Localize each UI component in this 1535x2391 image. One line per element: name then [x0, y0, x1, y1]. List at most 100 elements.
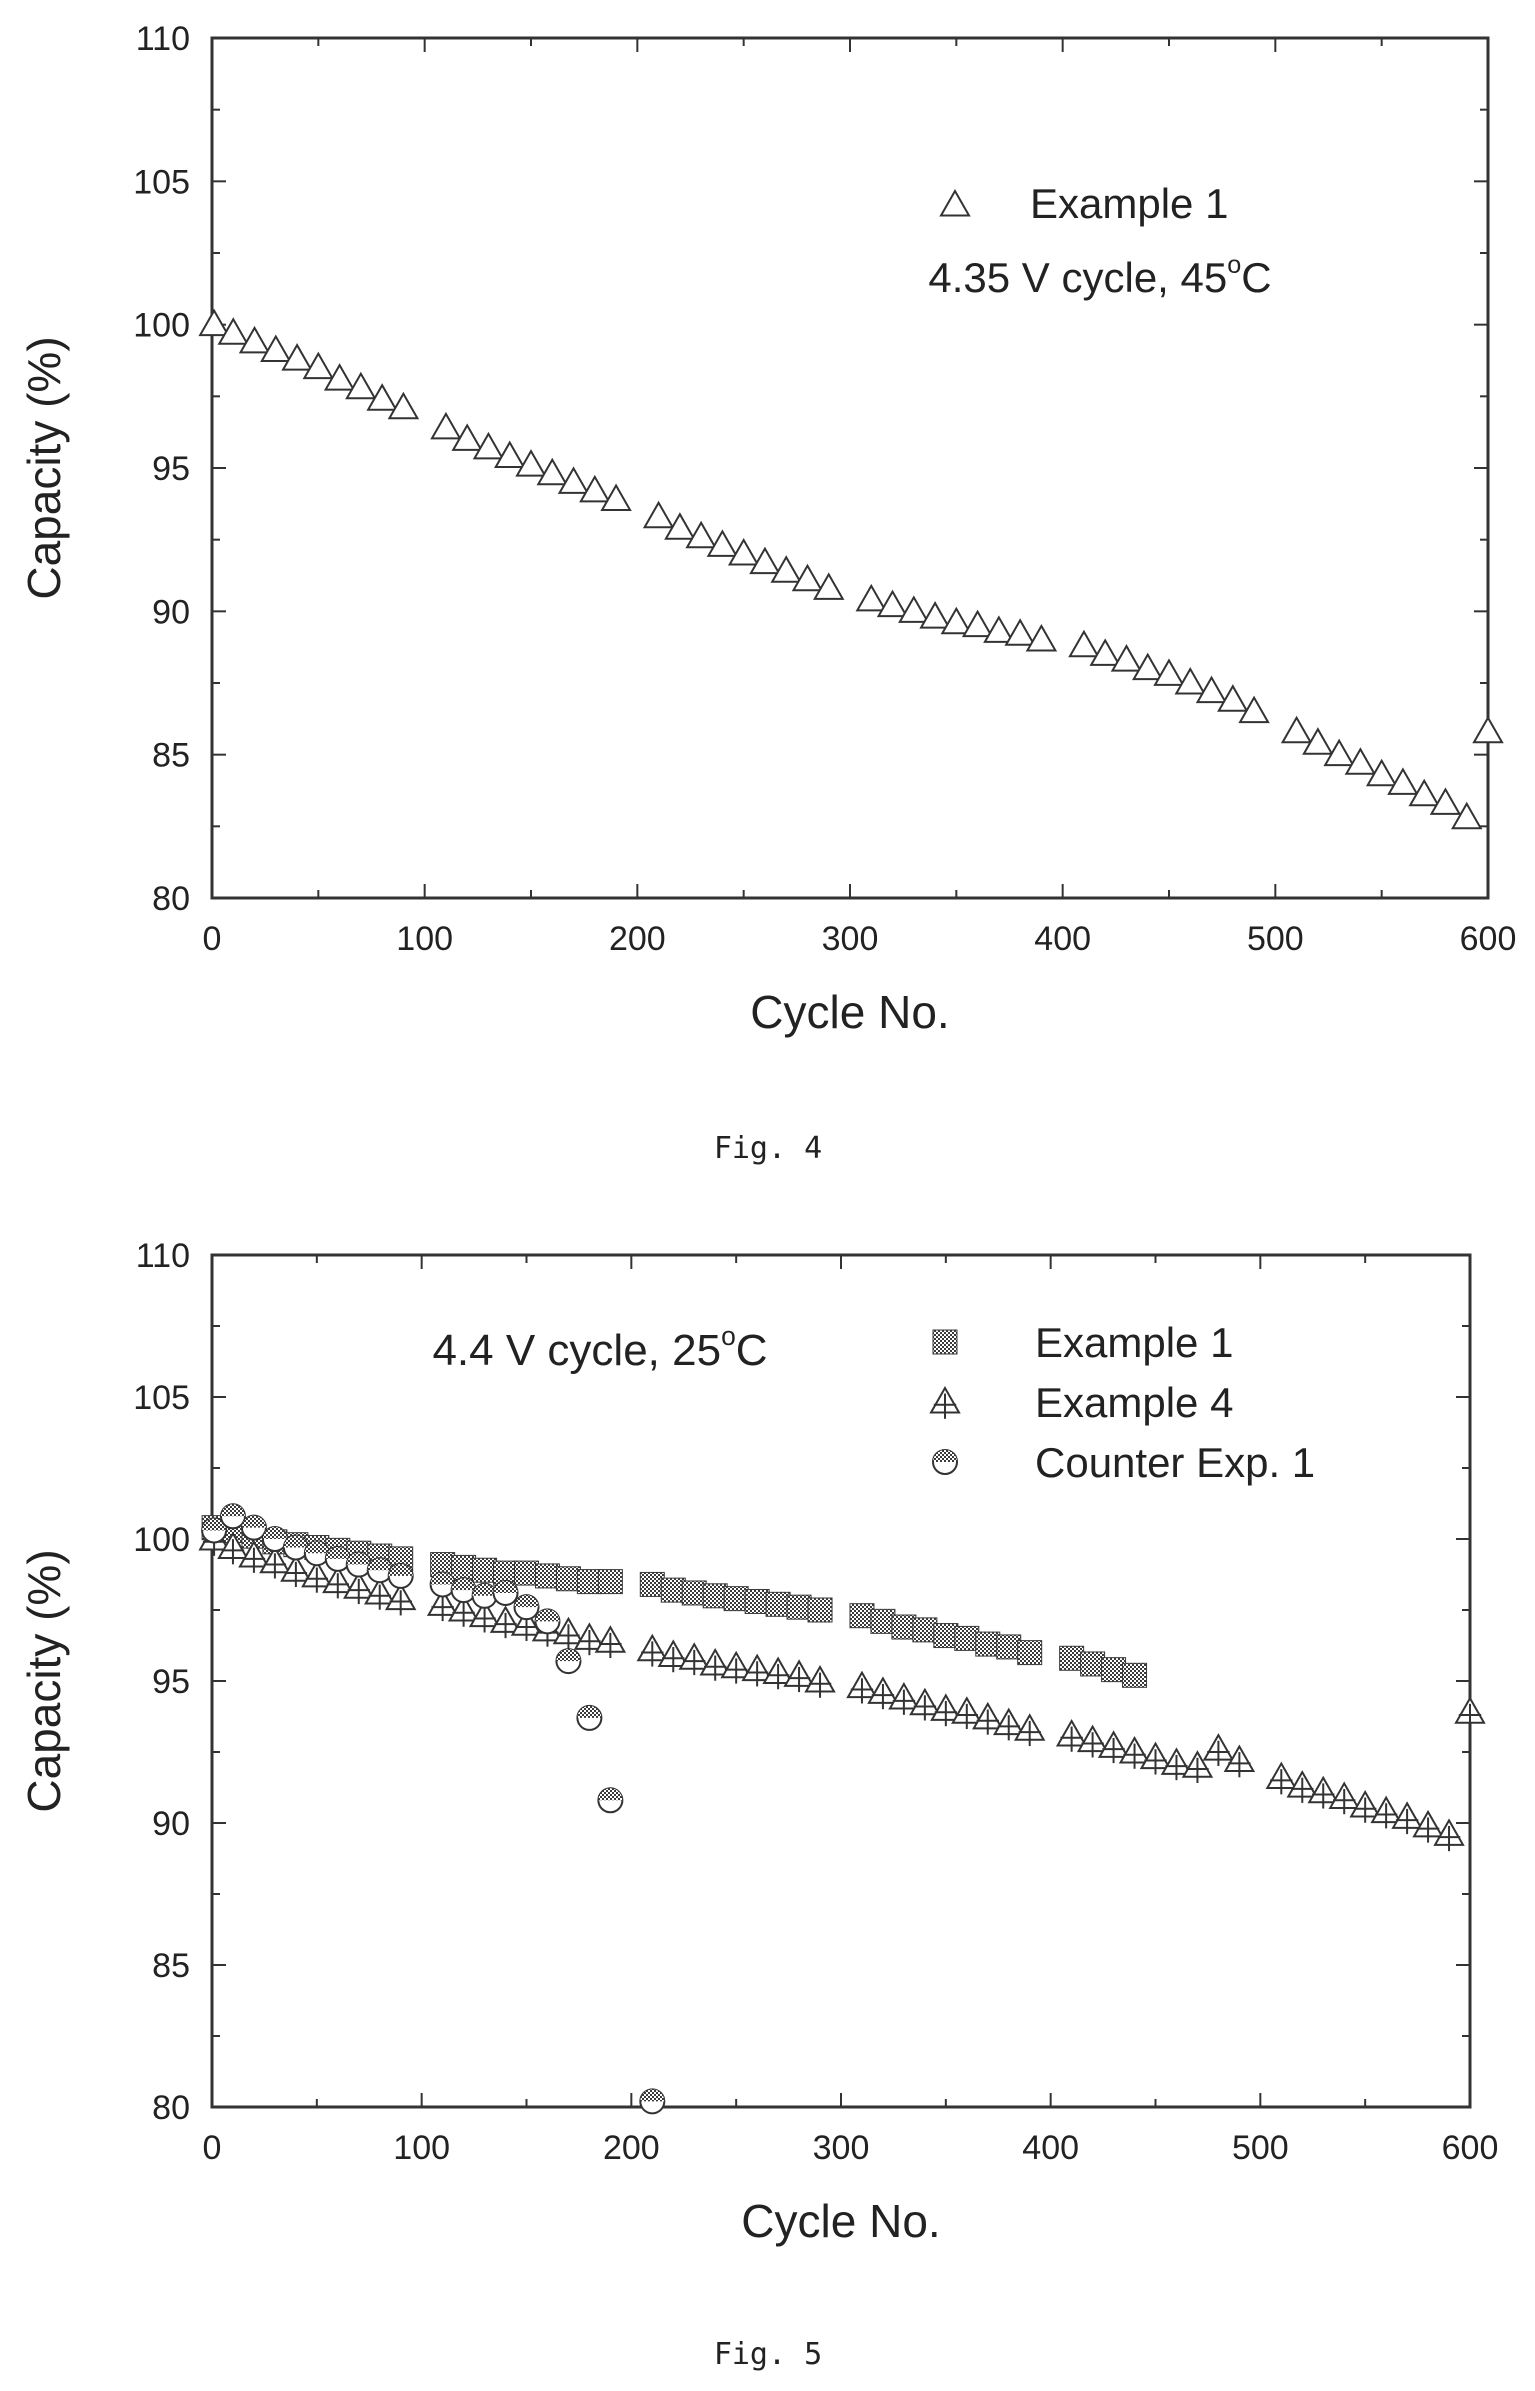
x-axis-label: Cycle No.: [750, 986, 949, 1038]
data-point: [762, 1656, 794, 1690]
data-point: [217, 317, 249, 345]
data-point: [786, 1594, 812, 1620]
data-point: [472, 431, 505, 460]
data-point: [324, 1545, 351, 1572]
data-point: [489, 1605, 522, 1639]
data-point: [302, 351, 335, 380]
data-point: [552, 1616, 585, 1650]
y-tick-label: 85: [152, 737, 190, 775]
data-point: [1160, 1747, 1193, 1781]
y-tick-label: 100: [133, 1521, 190, 1559]
data-point: [765, 1591, 791, 1617]
marker-half-fill: [202, 1518, 227, 1531]
data-point: [345, 1551, 372, 1578]
marker-half-fill: [556, 1649, 581, 1662]
figure-caption: Fig. 4: [714, 1131, 822, 1166]
data-point: [280, 1554, 312, 1588]
data-point: [1080, 1651, 1106, 1677]
data-point: [1429, 787, 1462, 815]
marker-half-fill: [430, 1572, 455, 1585]
data-point: [1076, 1724, 1109, 1758]
data-point: [912, 1617, 938, 1643]
data-point: [660, 1577, 686, 1603]
data-point: [996, 1634, 1022, 1660]
y-axis-label: Capacity (%): [18, 336, 70, 599]
data-point: [1238, 695, 1270, 724]
data-point: [515, 449, 547, 477]
series-example-1: [198, 308, 1504, 830]
data-point: [513, 1594, 540, 1621]
marker-half-fill: [388, 1563, 413, 1576]
data-point: [791, 563, 824, 592]
data-point: [492, 1579, 519, 1606]
data-point: [259, 1545, 291, 1579]
x-tick-label: 200: [609, 920, 666, 958]
x-tick-label: 300: [822, 920, 879, 958]
data-point: [846, 1670, 878, 1704]
marker-half-fill: [220, 1504, 245, 1517]
data-point: [681, 1580, 707, 1606]
data-point: [219, 1503, 246, 1530]
data-point: [972, 1701, 1004, 1735]
data-point: [282, 1534, 309, 1561]
data-point: [238, 325, 271, 354]
marker-half-fill: [241, 1515, 266, 1528]
data-point: [1153, 658, 1185, 686]
marker-half-fill: [577, 1705, 602, 1718]
data-point: [281, 343, 313, 371]
data-point: [951, 1696, 983, 1730]
data-point: [888, 1682, 920, 1715]
data-point: [993, 1707, 1025, 1741]
data-point: [1323, 738, 1355, 767]
data-point: [1433, 1818, 1465, 1852]
x-tick-label: 500: [1247, 920, 1304, 958]
annotation-text: 4.4 V cycle, 25oC: [432, 1321, 767, 1375]
data-point: [303, 1540, 330, 1567]
data-point: [636, 1633, 669, 1667]
data-point: [919, 601, 951, 629]
x-axis-label: Cycle No.: [741, 2195, 940, 2247]
x-tick-label: 100: [393, 2129, 450, 2167]
data-point: [534, 1563, 560, 1589]
data-point: [1265, 1761, 1298, 1795]
data-point: [1132, 652, 1164, 681]
data-point: [430, 411, 462, 440]
data-point: [898, 595, 930, 623]
data-point: [555, 1566, 581, 1592]
chart-fig-4: 0 100 200 300 400 500 600 80 85 90 95 100 105 110 Cycl…: [18, 20, 1516, 1166]
data-point: [384, 1582, 417, 1616]
data-point: [345, 371, 377, 400]
marker-half-fill: [325, 1546, 350, 1559]
data-point: [909, 1687, 941, 1721]
data-point: [555, 1648, 582, 1675]
data-point: [364, 1576, 396, 1610]
data-point: [301, 1559, 333, 1593]
data-point: [323, 363, 356, 391]
data-point: [1280, 715, 1313, 744]
x-tick-label: 300: [813, 2129, 870, 2167]
data-point: [783, 1659, 815, 1693]
data-point: [1370, 1795, 1402, 1829]
data-point: [451, 1554, 477, 1580]
chart-fig-5: 0 100 200 300 400 500 600 80 85 90 95 100 105 110 Cycl…: [18, 1237, 1498, 2372]
data-point: [1089, 638, 1121, 666]
data-point: [1068, 629, 1100, 658]
data-point: [727, 537, 760, 566]
marker-half-fill: [346, 1552, 371, 1565]
y-tick-label: 105: [133, 163, 190, 201]
marker-half-fill: [367, 1558, 392, 1571]
data-point: [876, 589, 909, 618]
data-point: [849, 1603, 875, 1629]
x-tick-label: 400: [1034, 920, 1091, 958]
y-tick-label: 85: [152, 1947, 190, 1985]
data-point: [804, 1664, 836, 1698]
data-point: [238, 1540, 270, 1573]
marker-half-fill: [514, 1595, 539, 1608]
data-point: [706, 529, 739, 557]
marker-half-fill: [304, 1541, 329, 1554]
data-point: [450, 1577, 477, 1604]
data-point: [1217, 684, 1249, 712]
y-tick-label: 80: [152, 2089, 190, 2127]
x-tick-label: 400: [1022, 2129, 1079, 2167]
